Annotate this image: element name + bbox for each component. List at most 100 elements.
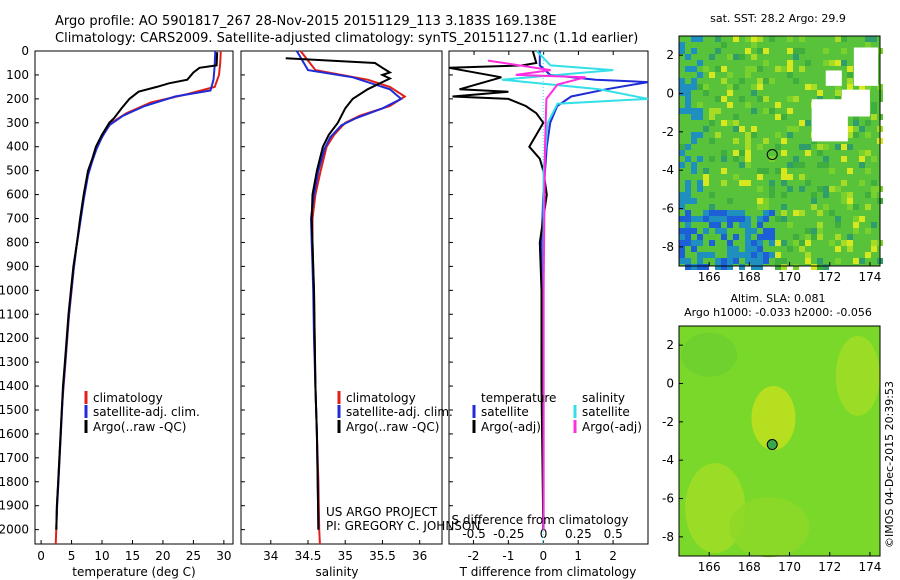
- sst-cell: [811, 174, 817, 180]
- sst-cell: [871, 156, 877, 162]
- sst-cell: [763, 204, 769, 210]
- sst-cell: [703, 264, 709, 270]
- sst-cell: [865, 36, 871, 42]
- sst-cell: [691, 78, 697, 84]
- sst-cell: [739, 96, 745, 102]
- sst-cell: [697, 114, 703, 120]
- sst-cell: [817, 210, 823, 216]
- sst-cell: [697, 180, 703, 186]
- sst-cell: [739, 264, 745, 270]
- sst-cell: [733, 54, 739, 60]
- temperature-plot-frame: [34, 50, 234, 545]
- sst-cell: [751, 66, 757, 72]
- sst-cell: [769, 240, 775, 246]
- sst-cell: [679, 48, 685, 54]
- sst-cell: [835, 60, 841, 66]
- sst-cell: [709, 204, 715, 210]
- sst-cell: [757, 78, 763, 84]
- temperature-legend: climatology satellite-adj. clim. Argo(..…: [84, 391, 200, 434]
- sst-cell: [835, 222, 841, 228]
- sst-cell: [733, 210, 739, 216]
- sst-cell: [685, 222, 691, 228]
- sst-cell: [721, 120, 727, 126]
- sst-cell: [799, 162, 805, 168]
- sst-cell: [697, 258, 703, 264]
- sst-cell: [745, 234, 751, 240]
- sst-cell: [769, 180, 775, 186]
- series-line-salinity-argo-adj-: [487, 59, 586, 530]
- sst-cell: [739, 162, 745, 168]
- sst-cell: [799, 210, 805, 216]
- sst-cell: [769, 192, 775, 198]
- sst-cell: [811, 264, 817, 270]
- sst-cell: [745, 102, 751, 108]
- x2-tick-label: -0.25: [493, 527, 524, 541]
- y-tick-label: 1800: [0, 475, 29, 489]
- sst-cell: [685, 96, 691, 102]
- y-tick-label: 0: [666, 87, 674, 101]
- x-tick-label: 168: [738, 270, 761, 284]
- sst-cell: [721, 114, 727, 120]
- legend-label-satellite: satellite-adj. clim.: [93, 405, 200, 419]
- sst-cell: [811, 156, 817, 162]
- x-tick-label: 172: [818, 560, 841, 574]
- figure-subtitle: Climatology: CARS2009. Satellite-adjuste…: [55, 31, 638, 46]
- sst-cell: [805, 150, 811, 156]
- sst-cell: [763, 258, 769, 264]
- sst-cell: [721, 216, 727, 222]
- sst-cell: [787, 36, 793, 42]
- sst-cell: [811, 84, 817, 90]
- sst-cell: [727, 222, 733, 228]
- sst-map: 166 168 170 172 174 2 0 -2 -4 -6 -8: [662, 35, 883, 284]
- y-tick-label: 1100: [0, 307, 29, 321]
- sst-cell: [763, 234, 769, 240]
- sst-cell: [715, 180, 721, 186]
- sst-cell: [823, 258, 829, 264]
- sst-cell: [829, 162, 835, 168]
- sst-cell: [835, 84, 841, 90]
- sst-cell: [709, 156, 715, 162]
- sst-cell: [871, 240, 877, 246]
- sst-cell: [859, 180, 865, 186]
- sst-cell: [775, 132, 781, 138]
- sst-cell: [739, 54, 745, 60]
- sst-cell: [691, 198, 697, 204]
- legend-title-salinity: salinity: [582, 391, 625, 405]
- sst-cell: [817, 144, 823, 150]
- sst-cell: [757, 246, 763, 252]
- sst-cell: [709, 54, 715, 60]
- sst-cell: [703, 228, 709, 234]
- sst-cell: [697, 108, 703, 114]
- sst-cell: [757, 252, 763, 258]
- sst-cell: [853, 132, 859, 138]
- series-line-argo-raw-qc-: [285, 57, 393, 530]
- sst-cell: [763, 138, 769, 144]
- sst-cell: [805, 228, 811, 234]
- difference-plot-frame: [448, 50, 649, 545]
- sst-cell: [787, 48, 793, 54]
- sst-cell: [733, 120, 739, 126]
- sst-cell: [793, 60, 799, 66]
- sst-cell: [757, 222, 763, 228]
- y-tick-label: 1700: [0, 451, 29, 465]
- sst-cell: [697, 240, 703, 246]
- sst-cell: [829, 240, 835, 246]
- sst-cell: [679, 252, 685, 258]
- sst-cell: [721, 264, 727, 270]
- sst-cell: [805, 234, 811, 240]
- sst-cell: [805, 84, 811, 90]
- sst-cell: [685, 228, 691, 234]
- sst-cell: [715, 216, 721, 222]
- sst-cell: [871, 36, 877, 42]
- sst-cell: [829, 168, 835, 174]
- sst-cell: [835, 162, 841, 168]
- sst-cell: [721, 102, 727, 108]
- sst-cell: [865, 252, 871, 258]
- y-tick-label: 100: [6, 68, 29, 82]
- sst-cell: [841, 240, 847, 246]
- sst-cell: [853, 120, 859, 126]
- sst-cell: [751, 252, 757, 258]
- x-tick-label: 168: [738, 560, 761, 574]
- sst-cell: [841, 144, 847, 150]
